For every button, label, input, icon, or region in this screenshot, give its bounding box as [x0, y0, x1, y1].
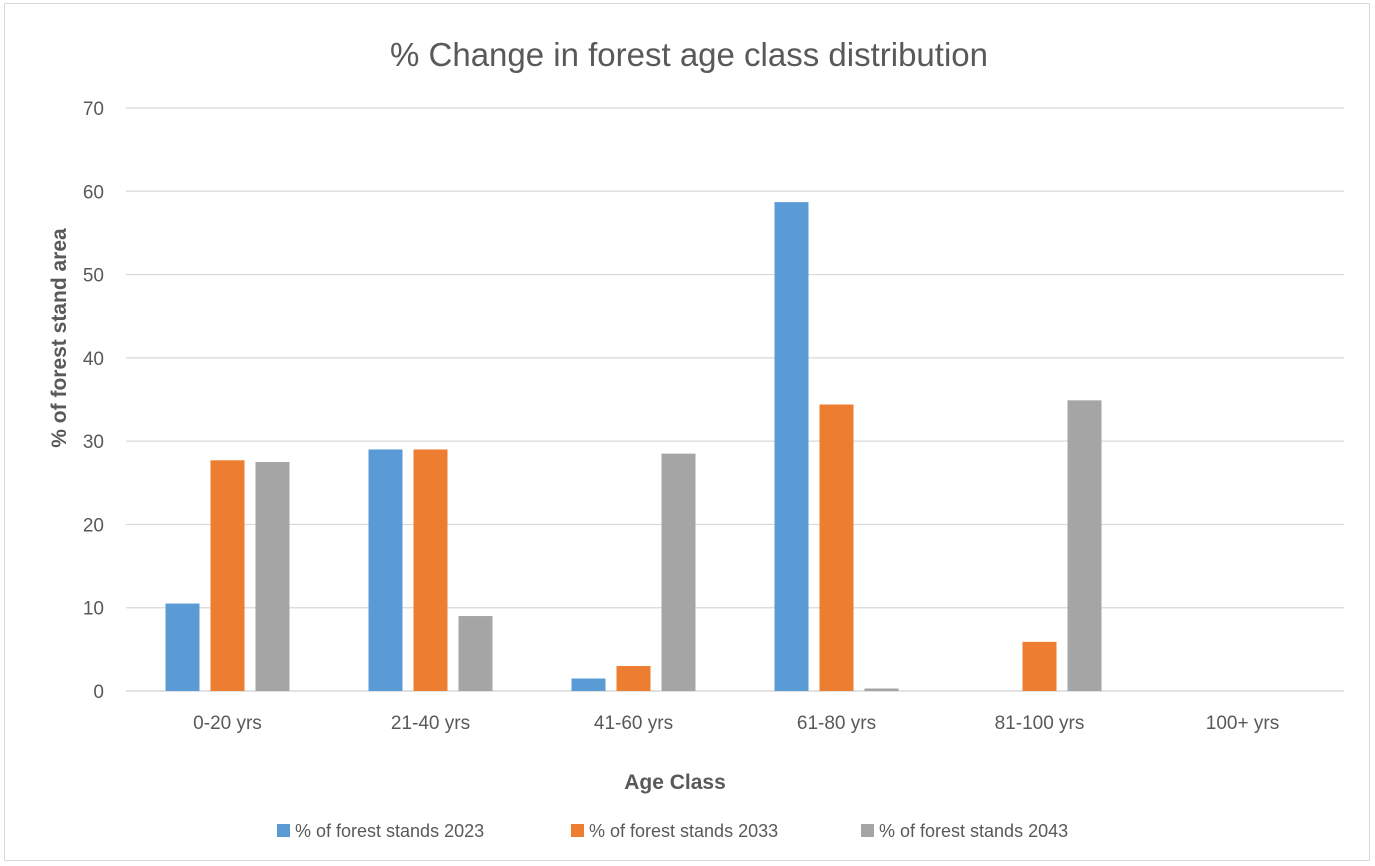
- bar: [368, 449, 403, 691]
- bar: [1022, 641, 1057, 691]
- legend-item: % of forest stands 2033: [571, 821, 778, 841]
- legend-swatch: [277, 824, 290, 837]
- bar: [210, 460, 245, 691]
- legend-item: % of forest stands 2043: [861, 821, 1068, 841]
- bar: [819, 404, 854, 691]
- y-tick-label: 10: [83, 599, 104, 620]
- legend-swatch: [861, 824, 874, 837]
- x-tick-label: 21-40 yrs: [391, 713, 470, 734]
- y-axis-title: % of forest stand area: [48, 228, 71, 448]
- x-tick-label: 100+ yrs: [1206, 713, 1279, 734]
- x-tick-label: 41-60 yrs: [594, 713, 673, 734]
- bars: [165, 202, 1102, 691]
- legend-swatch: [571, 824, 584, 837]
- x-tick-label: 61-80 yrs: [797, 713, 876, 734]
- bar: [1067, 400, 1102, 691]
- legend-label: % of forest stands 2033: [589, 821, 778, 841]
- y-tick-label: 40: [83, 349, 104, 370]
- legend: % of forest stands 2023 % of forest stand…: [277, 821, 1068, 841]
- chart-title: % Change in forest age class distributio…: [390, 36, 988, 73]
- y-tick-label: 50: [83, 266, 104, 287]
- chart-frame: [4, 3, 1370, 861]
- bar: [616, 666, 651, 691]
- bar: [413, 449, 448, 691]
- legend-label: % of forest stands 2023: [295, 821, 484, 841]
- x-axis-title: Age Class: [624, 771, 726, 794]
- bar: [255, 461, 290, 691]
- x-axis-ticks: 0-20 yrs 21-40 yrs 41-60 yrs 61-80 yrs 81-10…: [193, 713, 1279, 734]
- gridlines: [126, 107, 1344, 692]
- x-tick-label: 0-20 yrs: [193, 713, 262, 734]
- y-tick-label: 30: [83, 432, 104, 453]
- bar: [458, 616, 493, 691]
- legend-item: % of forest stands 2023: [277, 821, 484, 841]
- bar: [571, 678, 606, 691]
- y-tick-label: 70: [83, 99, 104, 120]
- legend-label: % of forest stands 2043: [879, 821, 1068, 841]
- bar: [864, 688, 899, 691]
- bar: [774, 202, 809, 691]
- y-tick-label: 0: [93, 682, 104, 703]
- y-tick-label: 20: [83, 515, 104, 536]
- y-axis-ticks: 0 10 20 30 40 50 60 70: [83, 99, 104, 703]
- bar: [661, 453, 696, 691]
- bar: [165, 603, 200, 691]
- y-tick-label: 60: [83, 182, 104, 203]
- x-tick-label: 81-100 yrs: [995, 713, 1085, 734]
